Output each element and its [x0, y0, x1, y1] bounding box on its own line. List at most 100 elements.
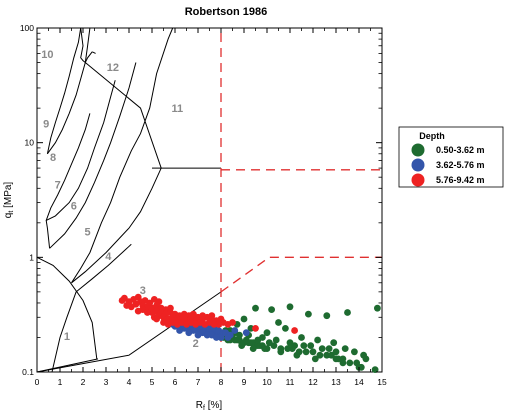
data-point	[339, 359, 347, 367]
x-tick-label: 8	[219, 377, 224, 387]
x-tick-label: 2	[81, 377, 86, 387]
legend-entry: 0.50-3.62 m	[411, 143, 485, 157]
zone-boundary-line	[71, 167, 162, 284]
data-point	[344, 309, 351, 316]
x-tick-label: 0	[35, 377, 40, 387]
data-point	[307, 342, 315, 349]
x-tick-label: 12	[308, 377, 318, 387]
data-point	[176, 327, 184, 334]
data-point	[311, 355, 319, 363]
y-tick-label: 1	[29, 252, 34, 262]
data-point	[199, 312, 207, 320]
x-tick-label: 5	[150, 377, 155, 387]
x-tick-label: 7	[196, 377, 201, 387]
data-point	[362, 355, 370, 363]
data-point	[203, 331, 211, 339]
zone-boundary-line	[84, 62, 162, 169]
data-point	[277, 348, 285, 356]
data-points	[118, 293, 381, 373]
data-point	[346, 359, 354, 367]
y-tick-label: 100	[20, 23, 34, 33]
legend-marker	[411, 158, 425, 172]
data-point	[132, 300, 140, 308]
data-point	[371, 366, 379, 373]
zone-boundary-line	[71, 27, 174, 284]
zone-label: 4	[105, 251, 112, 263]
data-point	[263, 345, 271, 352]
x-tick-label: 15	[377, 377, 387, 387]
zone-label: 3	[140, 285, 146, 297]
data-point	[316, 351, 324, 359]
zone-label: 1	[64, 331, 70, 343]
data-point	[332, 348, 340, 356]
x-tick-label: 10	[262, 377, 272, 387]
data-point	[282, 325, 289, 332]
zone-boundary-line	[80, 27, 93, 64]
data-point	[238, 342, 246, 349]
data-point	[351, 348, 358, 356]
zone-label: 6	[71, 201, 77, 213]
data-point	[374, 304, 381, 312]
zone-boundary-line	[45, 113, 91, 221]
data-point	[263, 329, 271, 337]
data-point	[302, 348, 310, 356]
data-point	[121, 294, 128, 302]
y-axis-label: qt [MPa]	[3, 182, 15, 219]
zone-label: 12	[107, 62, 119, 74]
x-axis-label: Rf [%]	[196, 400, 223, 412]
data-point	[318, 345, 326, 352]
data-point	[252, 325, 259, 332]
x-tick-label: 13	[331, 377, 341, 387]
legend-label: 3.62-5.76 m	[436, 160, 485, 170]
zone-label: 10	[41, 49, 53, 61]
y-tick-label: 0.1	[22, 367, 34, 377]
dashed-lines	[220, 28, 382, 372]
data-point	[242, 329, 250, 337]
data-point	[259, 334, 266, 341]
x-tick-label: 6	[173, 377, 178, 387]
zone-label: 9	[43, 119, 49, 131]
zone-label: 11	[171, 103, 183, 115]
data-point	[309, 348, 317, 356]
legend-entry: 3.62-5.76 m	[411, 158, 485, 172]
zone-boundary-line	[46, 27, 82, 154]
zone-boundary-line	[36, 358, 99, 373]
data-point	[334, 355, 342, 363]
data-point	[275, 319, 282, 326]
data-point	[298, 334, 305, 341]
data-point	[265, 339, 273, 347]
data-point	[252, 304, 259, 312]
data-point	[314, 336, 321, 344]
legend-marker	[411, 143, 425, 157]
data-point	[180, 313, 188, 321]
data-point	[171, 317, 179, 325]
y-tick-label: 10	[25, 138, 35, 148]
data-point	[293, 351, 301, 359]
data-point	[192, 321, 200, 328]
data-point	[286, 303, 294, 311]
legend: Depth 0.50-3.62 m 3.62-5.76 m 5.76-9.42 …	[398, 126, 504, 188]
x-tick-label: 14	[354, 377, 364, 387]
zone-boundary-line	[51, 243, 132, 373]
legend-marker	[411, 173, 425, 187]
data-point	[210, 321, 218, 328]
data-point	[224, 334, 232, 341]
data-point	[249, 345, 257, 352]
data-point	[300, 342, 308, 349]
data-point	[162, 317, 170, 325]
data-point	[272, 336, 280, 344]
zone-label: 8	[50, 152, 56, 164]
data-point	[291, 327, 298, 334]
data-point	[190, 310, 197, 318]
data-point	[341, 345, 349, 352]
data-point	[268, 306, 275, 313]
series-group	[118, 293, 298, 334]
zone-label: 2	[193, 338, 199, 350]
data-point	[144, 309, 151, 316]
data-point	[291, 342, 298, 349]
x-tick-label: 1	[58, 377, 63, 387]
zone-label: 5	[85, 227, 91, 239]
data-point	[240, 315, 248, 323]
